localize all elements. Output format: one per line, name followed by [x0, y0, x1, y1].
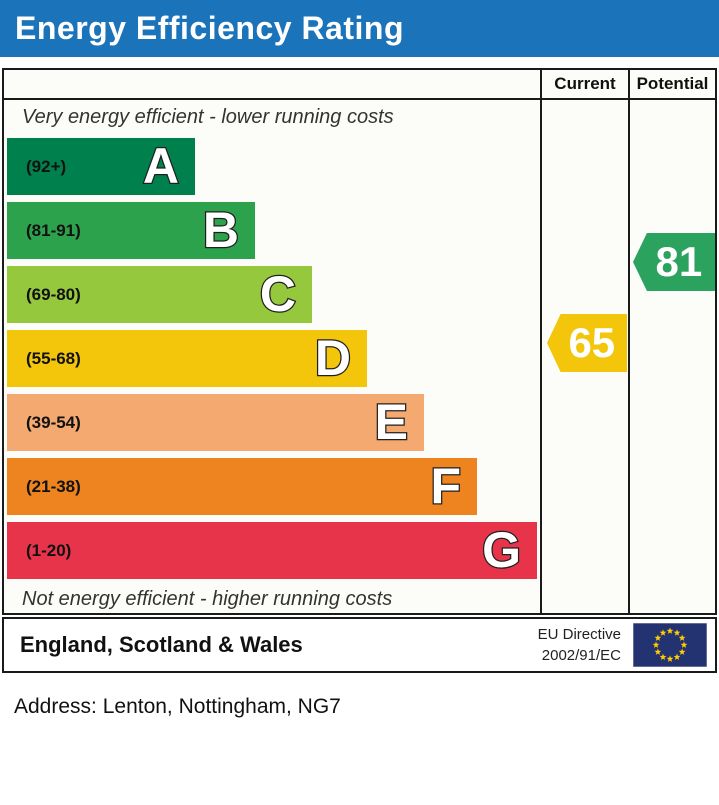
band-range-label: (69-80): [26, 285, 81, 304]
eu-directive-label: EU Directive 2002/91/EC: [538, 624, 621, 666]
band-range-label: (55-68): [26, 349, 81, 368]
band-range-label: (92+): [26, 157, 67, 176]
header-underline: [4, 98, 715, 100]
current-rating-marker: 65: [547, 314, 627, 372]
eu-directive-line1: EU Directive: [537, 626, 621, 643]
address-line: Address: Lenton, Nottingham, NG7: [14, 695, 341, 718]
band-E: (39-54) E: [7, 393, 424, 452]
potential-rating-value: 81: [655, 238, 703, 285]
eu-directive-line2: 2002/91/EC: [541, 647, 621, 664]
band-letter: G: [481, 521, 522, 580]
band-A: (92+) A: [7, 137, 195, 196]
band-G: (1-20) G: [7, 521, 537, 580]
band-range-label: (39-54): [26, 413, 81, 432]
band-letter: E: [373, 393, 409, 452]
band-letter: B: [202, 201, 241, 260]
band-range-label: (81-91): [26, 221, 81, 240]
band-letter: F: [429, 457, 462, 516]
potential-rating-marker: 81: [633, 233, 715, 291]
rating-chart: Current Potential Very energy efficient …: [2, 68, 717, 615]
footer-strip: England, Scotland & Wales EU Directive 2…: [2, 617, 717, 673]
band-F: (21-38) F: [7, 457, 477, 516]
band-C: (69-80) C: [7, 265, 312, 324]
band-letter: A: [142, 137, 181, 196]
band-letter: C: [259, 265, 298, 324]
band-letter: D: [314, 329, 353, 388]
current-column-divider: [540, 70, 542, 613]
potential-column-divider: [628, 70, 630, 613]
region-label: England, Scotland & Wales: [20, 632, 303, 657]
title-banner: Energy Efficiency Rating: [0, 0, 719, 57]
band-B: (81-91) B: [7, 201, 255, 260]
current-column-header: Current: [554, 74, 616, 93]
current-rating-value: 65: [568, 319, 616, 366]
band-D: (55-68) D: [7, 329, 367, 388]
top-note: Very energy efficient - lower running co…: [22, 106, 394, 128]
page-title: Energy Efficiency Rating: [15, 10, 404, 46]
eu-flag-icon: [632, 622, 708, 668]
band-range-label: (1-20): [26, 541, 72, 560]
bottom-note: Not energy efficient - higher running co…: [22, 588, 393, 610]
band-range-label: (21-38): [26, 477, 81, 496]
potential-column-header: Potential: [636, 74, 709, 93]
